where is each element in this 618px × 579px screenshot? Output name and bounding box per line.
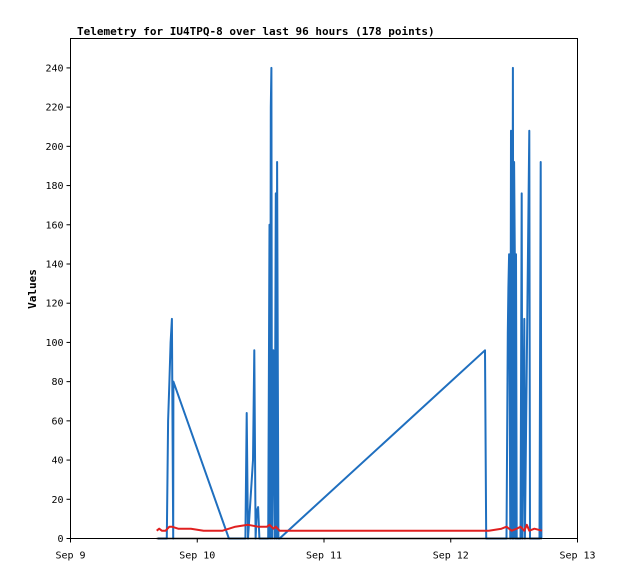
y-tick-label: 180: [45, 181, 63, 192]
y-tick-label: 60: [51, 416, 63, 427]
y-tick-label: 40: [51, 456, 63, 467]
y-tick-label: 120: [45, 299, 63, 310]
series-layer: [156, 66, 543, 540]
x-tick-label: Sep 11: [306, 551, 342, 562]
y-axis-label: Values: [26, 269, 39, 309]
y-tick-label: 200: [45, 142, 63, 153]
chart-title: Telemetry for IU4TPQ-8 over last 96 hour…: [77, 25, 435, 38]
y-tick-label: 80: [51, 377, 63, 388]
x-tick-label: Sep 10: [179, 551, 215, 562]
y-axis: 0 20 40 60 80 100 120 140 160 180 200 220 240: [45, 63, 71, 545]
y-tick-label: 240: [45, 63, 63, 74]
x-tick-label: Sep 12: [433, 551, 469, 562]
x-axis: Sep 9 Sep 10 Sep 11 Sep 12 Sep 13: [55, 538, 596, 562]
y-tick-label: 220: [45, 103, 63, 114]
x-tick-label: Sep 13: [559, 551, 595, 562]
series-line-1: [158, 66, 543, 540]
y-tick-label: 20: [51, 495, 63, 506]
y-tick-label: 100: [45, 338, 63, 349]
y-tick-label: 140: [45, 259, 63, 270]
plot-frame: [70, 38, 578, 539]
y-tick-label: 160: [45, 220, 63, 231]
series-line-2: [156, 523, 543, 532]
y-tick-label: 0: [57, 534, 63, 545]
x-tick-label: Sep 9: [55, 551, 85, 562]
